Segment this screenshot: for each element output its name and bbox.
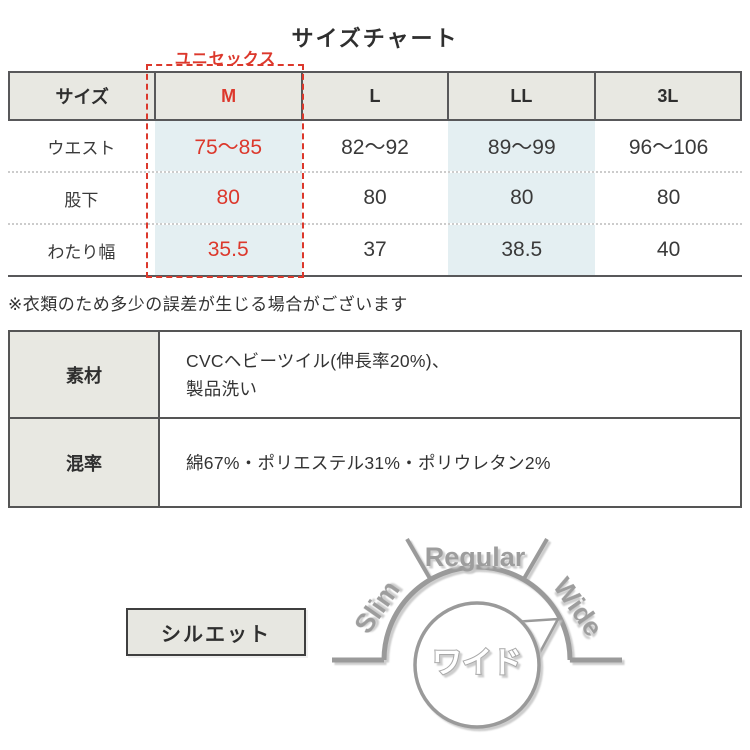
unisex-label: ユニセックス (174, 51, 277, 68)
gauge-label-regular: Regular (425, 542, 526, 572)
material-line2: 製品洗い (186, 378, 258, 399)
silhouette-gauge: Slim Regular Wide ワイド (332, 537, 622, 729)
size-chart-header-row: サイズ M L LL 3L (8, 71, 742, 121)
row-label-thigh: わたり幅 (47, 242, 116, 262)
thigh-ll: 38.5 (448, 225, 596, 275)
size-chart-header-3l: 3L (593, 73, 740, 119)
table-row-inseam: 股下 80 80 80 80 (8, 171, 742, 223)
waist-l: 82〜92 (341, 136, 409, 159)
waist-m: 75〜85 (154, 121, 302, 171)
size-note: ※衣類のため多少の誤差が生じる場合がございます (8, 295, 408, 314)
size-chart-header-l: L (300, 73, 447, 119)
table-row-waist: ウエスト 75〜85 82〜92 89〜99 96〜106 (8, 121, 742, 171)
row-label-inseam: 股下 (64, 190, 99, 210)
thigh-m: 35.5 (154, 225, 302, 275)
size-chart-body: ウエスト 75〜85 82〜92 89〜99 96〜106 股下 80 80 8… (8, 121, 742, 277)
waist-ll: 89〜99 (448, 121, 596, 171)
table-row-thigh: わたり幅 35.5 37 38.5 40 (8, 223, 742, 275)
row-label-waist: ウエスト (47, 138, 116, 158)
gauge-label-wide: Wide (547, 572, 608, 642)
blend-label: 混率 (10, 419, 160, 506)
gauge-dial-circle (413, 601, 541, 729)
waist-3l: 96〜106 (628, 136, 709, 159)
silhouette-label: シルエット (126, 608, 306, 656)
gauge-selected-value: ワイド (432, 647, 522, 680)
material-label: 素材 (10, 332, 160, 419)
spec-table: 素材 CVCヘビーツイル(伸長率20%)、 製品洗い 混率 綿67%・ポリエステ… (8, 330, 742, 508)
inseam-3l: 80 (656, 186, 681, 209)
material-value: CVCヘビーツイル(伸長率20%)、 製品洗い (160, 332, 740, 419)
thigh-l: 37 (363, 238, 387, 261)
size-chart-header-ll: LL (447, 73, 593, 119)
inseam-ll: 80 (448, 173, 596, 223)
thigh-3l: 40 (656, 238, 681, 261)
page-title: サイズチャート (291, 26, 459, 51)
inseam-m: 80 (154, 173, 302, 223)
gauge-tick-left (405, 537, 433, 581)
gauge-tick-right (521, 537, 549, 581)
size-chart-header-m: M (154, 73, 300, 119)
gauge-arc (332, 537, 622, 663)
gauge-label-slim: Slim (348, 575, 405, 639)
blend-value: 綿67%・ポリエステル31%・ポリウレタン2% (160, 419, 740, 506)
size-chart-header-size: サイズ (55, 87, 109, 107)
inseam-l: 80 (363, 186, 387, 209)
material-line1: CVCヘビーツイル(伸長率20%)、 (186, 350, 450, 371)
